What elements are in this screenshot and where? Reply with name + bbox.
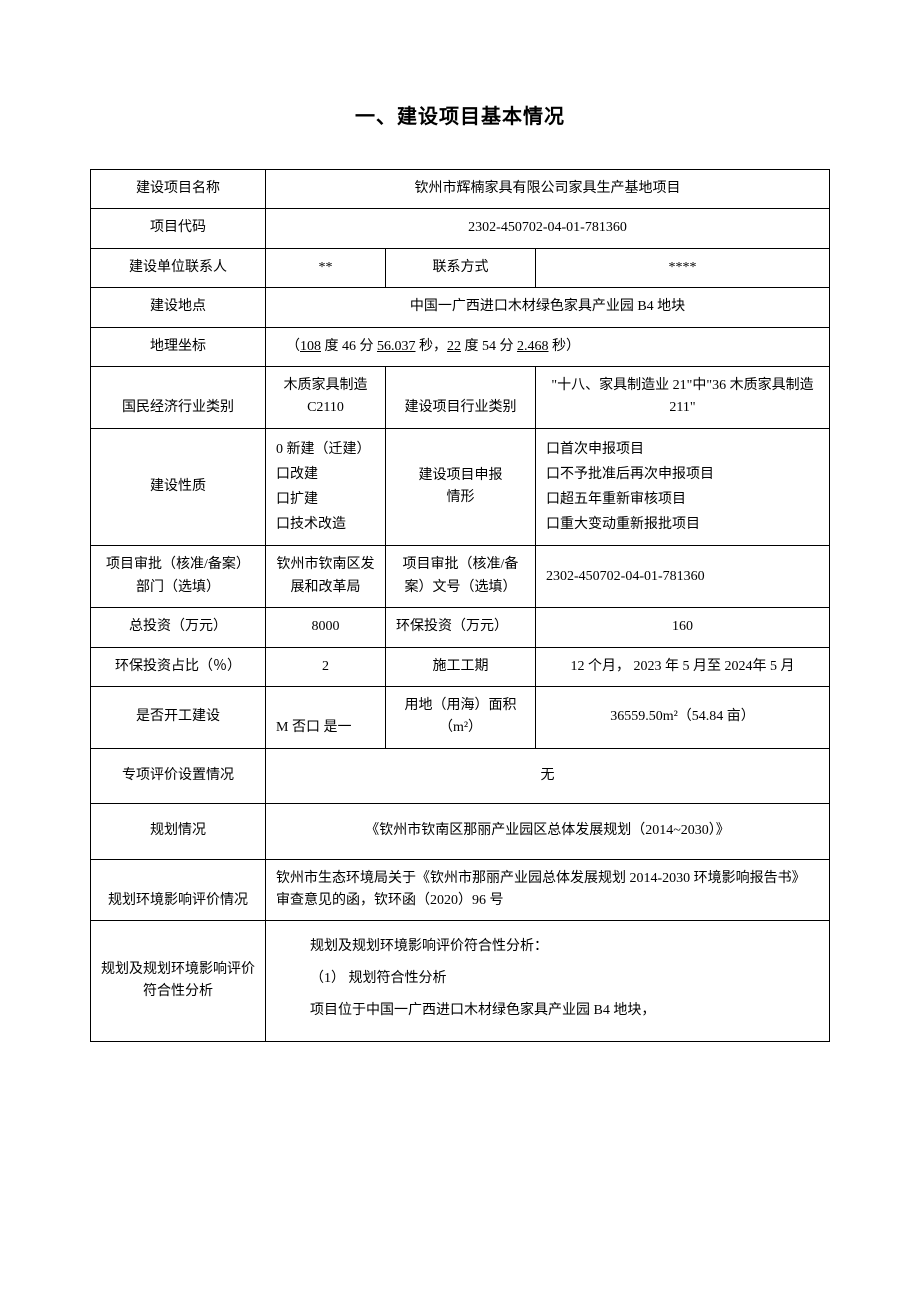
value-approval-dept: 钦州市钦南区发展和改革局 bbox=[266, 546, 386, 608]
value-construction-period: 12 个月， 2023 年 5 月至 2024年 5 月 bbox=[536, 647, 830, 686]
label-contact: 建设单位联系人 bbox=[91, 248, 266, 287]
value-env-ratio: 2 bbox=[266, 647, 386, 686]
value-total-investment: 8000 bbox=[266, 608, 386, 647]
value-special-eval: 无 bbox=[266, 748, 830, 803]
label-construction-start: 是否开工建设 bbox=[91, 687, 266, 749]
label-env-ratio: 环保投资占比（％） bbox=[91, 647, 266, 686]
label-planning: 规划情况 bbox=[91, 804, 266, 859]
value-conformity: 规划及规划环境影响评价符合性分析： （1） 规划符合性分析 项目位于中国一广西进… bbox=[266, 921, 830, 1042]
row-industry: 国民经济行业类别 木质家具制造C2110 建设项目行业类别 "十八、家具制造业 … bbox=[91, 366, 830, 428]
value-env-investment: 160 bbox=[536, 608, 830, 647]
value-construction-start: M 否口 是一 bbox=[266, 687, 386, 749]
label-construction-period: 施工工期 bbox=[386, 647, 536, 686]
value-planning-env: 钦州市生态环境局关于《钦州市那丽产业园总体发展规划 2014-2030 环境影响… bbox=[266, 859, 830, 921]
row-approval-dept: 项目审批（核准/备案）部门（选填） 钦州市钦南区发展和改革局 项目审批（核准/备… bbox=[91, 546, 830, 608]
label-approval-no: 项目审批（核准/备案）文号（选填） bbox=[386, 546, 536, 608]
label-nature: 建设性质 bbox=[91, 428, 266, 546]
value-project-name: 钦州市辉楠家具有限公司家具生产基地项目 bbox=[266, 170, 830, 209]
row-env-ratio: 环保投资占比（％） 2 施工工期 12 个月， 2023 年 5 月至 2024… bbox=[91, 647, 830, 686]
label-industry-2: 建设项目行业类别 bbox=[386, 366, 536, 428]
label-project-code: 项目代码 bbox=[91, 209, 266, 248]
label-location: 建设地点 bbox=[91, 288, 266, 327]
label-coordinates: 地理坐标 bbox=[91, 327, 266, 366]
row-nature: 建设性质 0 新建（迁建） 口改建 口扩建 口技术改造 建设项目申报 情形 口首… bbox=[91, 428, 830, 546]
label-env-investment: 环保投资（万元） bbox=[386, 608, 536, 647]
value-industry-1: 木质家具制造C2110 bbox=[266, 366, 386, 428]
row-special-eval: 专项评价设置情况 无 bbox=[91, 748, 830, 803]
value-approval-no: 2302-450702-04-01-781360 bbox=[536, 546, 830, 608]
label-declare-type: 建设项目申报 情形 bbox=[386, 428, 536, 546]
row-location: 建设地点 中国一广西进口木材绿色家具产业园 B4 地块 bbox=[91, 288, 830, 327]
label-land-area: 用地（用海）面积（m²） bbox=[386, 687, 536, 749]
value-industry-2: "十八、家具制造业 21"中"36 木质家具制造 211" bbox=[536, 366, 830, 428]
row-construction-start: 是否开工建设 M 否口 是一 用地（用海）面积（m²） 36559.50m²（5… bbox=[91, 687, 830, 749]
label-planning-env: 规划环境影响评价情况 bbox=[91, 859, 266, 921]
row-planning-env: 规划环境影响评价情况 钦州市生态环境局关于《钦州市那丽产业园总体发展规划 201… bbox=[91, 859, 830, 921]
value-nature-options: 0 新建（迁建） 口改建 口扩建 口技术改造 bbox=[266, 428, 386, 546]
row-project-code: 项目代码 2302-450702-04-01-781360 bbox=[91, 209, 830, 248]
value-contact-person: ** bbox=[266, 248, 386, 287]
row-conformity: 规划及规划环境影响评价符合性分析 规划及规划环境影响评价符合性分析： （1） 规… bbox=[91, 921, 830, 1042]
row-contact: 建设单位联系人 ** 联系方式 **** bbox=[91, 248, 830, 287]
value-project-code: 2302-450702-04-01-781360 bbox=[266, 209, 830, 248]
value-planning: 《钦州市钦南区那丽产业园区总体发展规划（2014~2030）》 bbox=[266, 804, 830, 859]
label-approval-dept: 项目审批（核准/备案）部门（选填） bbox=[91, 546, 266, 608]
value-land-area: 36559.50m²（54.84 亩） bbox=[536, 687, 830, 749]
row-coordinates: 地理坐标 （108 度 46 分 56.037 秒，22 度 54 分 2.46… bbox=[91, 327, 830, 366]
value-location: 中国一广西进口木材绿色家具产业园 B4 地块 bbox=[266, 288, 830, 327]
row-project-name: 建设项目名称 钦州市辉楠家具有限公司家具生产基地项目 bbox=[91, 170, 830, 209]
label-total-investment: 总投资（万元） bbox=[91, 608, 266, 647]
value-contact-method: **** bbox=[536, 248, 830, 287]
row-investment: 总投资（万元） 8000 环保投资（万元） 160 bbox=[91, 608, 830, 647]
label-conformity: 规划及规划环境影响评价符合性分析 bbox=[91, 921, 266, 1042]
value-declare-options: 口首次申报项目 口不予批准后再次申报项目 口超五年重新审核项目 口重大变动重新报… bbox=[536, 428, 830, 546]
section-title: 一、建设项目基本情况 bbox=[90, 100, 830, 129]
value-coordinates: （108 度 46 分 56.037 秒，22 度 54 分 2.468 秒） bbox=[266, 327, 830, 366]
label-special-eval: 专项评价设置情况 bbox=[91, 748, 266, 803]
project-info-table: 建设项目名称 钦州市辉楠家具有限公司家具生产基地项目 项目代码 2302-450… bbox=[90, 169, 830, 1042]
label-industry: 国民经济行业类别 bbox=[91, 366, 266, 428]
row-planning: 规划情况 《钦州市钦南区那丽产业园区总体发展规划（2014~2030）》 bbox=[91, 804, 830, 859]
label-project-name: 建设项目名称 bbox=[91, 170, 266, 209]
label-contact-method: 联系方式 bbox=[386, 248, 536, 287]
